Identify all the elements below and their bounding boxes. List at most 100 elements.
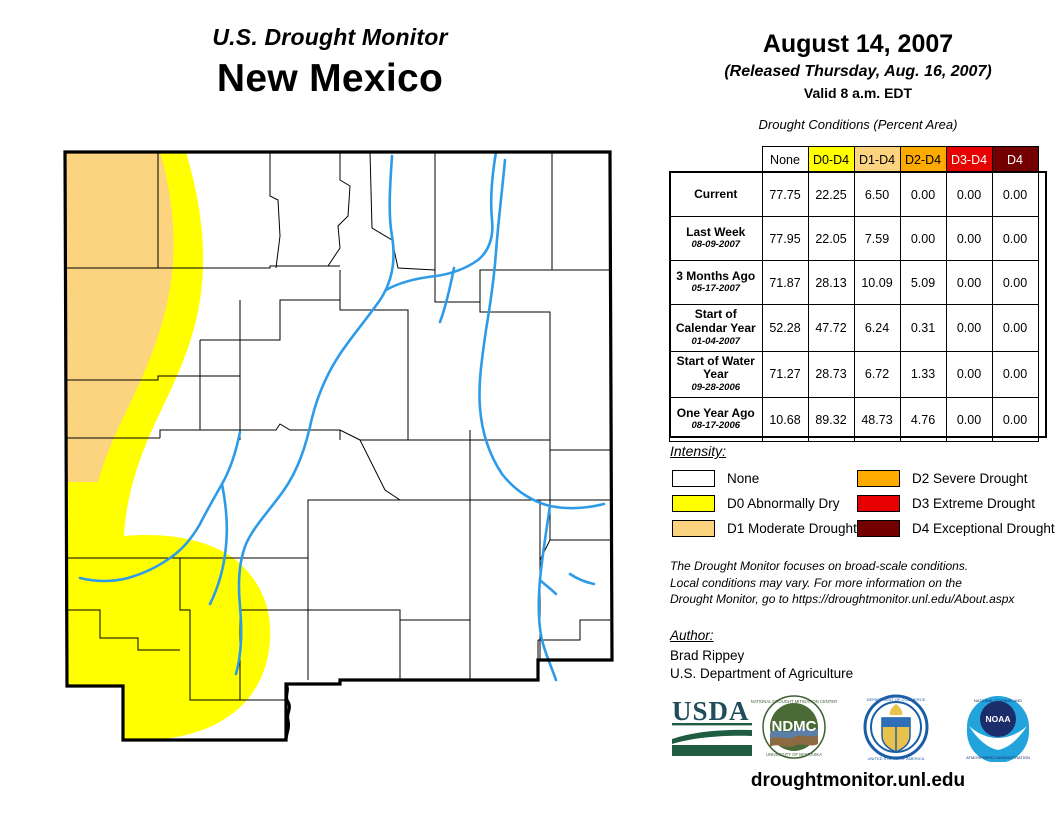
- row-label-date: 01-04-2007: [691, 335, 741, 347]
- cell-d3d4: 0.00: [945, 397, 993, 443]
- cell-d1d4: 6.24: [853, 304, 901, 352]
- cell-d2d4: 1.33: [899, 350, 947, 399]
- table-corner-cell: [670, 147, 763, 173]
- cell-d2d4: 0.00: [899, 172, 947, 217]
- date-block: August 14, 2007 (Released Thursday, Aug.…: [660, 30, 1056, 101]
- disclaimer-line-1: The Drought Monitor focuses on broad-sca…: [670, 559, 969, 573]
- cell-d1d4: 6.50: [853, 172, 901, 217]
- cell-none: 52.28: [761, 304, 809, 352]
- report-date: August 14, 2007: [762, 30, 954, 58]
- svg-text:NATIONAL DROUGHT MITIGATION CE: NATIONAL DROUGHT MITIGATION CENTER: [751, 699, 837, 704]
- cell-none: 77.95: [761, 216, 809, 261]
- ndmc-logo[interactable]: NDMC NATIONAL DROUGHT MITIGATION CENTER …: [751, 695, 837, 759]
- usda-logo[interactable]: USDA: [672, 696, 752, 756]
- map-panel: U.S. Drought Monitor New Mexico: [0, 24, 660, 760]
- svg-text:NOAA: NOAA: [985, 714, 1010, 724]
- cell-none: 71.87: [761, 260, 809, 305]
- cell-d4: 0.00: [991, 260, 1039, 305]
- legend-swatch-d3: [857, 495, 900, 512]
- cell-none: 10.68: [761, 397, 809, 443]
- website-url[interactable]: droughtmonitor.unl.edu: [750, 770, 966, 791]
- table-row: Start of Water Year 09-28-2006 71.27 28.…: [669, 350, 1039, 399]
- map-title-block: U.S. Drought Monitor New Mexico: [0, 24, 660, 101]
- cell-d0d4: 22.05: [807, 216, 855, 261]
- cell-d1d4: 10.09: [853, 260, 901, 305]
- cell-d2d4: 5.09: [899, 260, 947, 305]
- legend-swatch-none: [672, 470, 715, 487]
- svg-text:USDA: USDA: [672, 696, 750, 726]
- legend-item-d1: D1 Moderate Drought: [672, 520, 857, 537]
- legend-swatch-d4: [857, 520, 900, 537]
- table-body: Current 77.75 22.25 6.50 0.00 0.00 0.00 …: [669, 172, 1039, 443]
- legend-label-d4: D4 Exceptional Drought: [912, 521, 1055, 536]
- cell-d2d4: 0.00: [899, 216, 947, 261]
- bootheel-detail: [284, 683, 291, 741]
- cell-d4: 0.00: [991, 397, 1039, 443]
- logo-row: USDA NDMC NATIONAL DROUGHT MITIGATION CE…: [672, 694, 1030, 762]
- info-panel: August 14, 2007 (Released Thursday, Aug.…: [660, 0, 1056, 816]
- author-organization: U.S. Department of Agriculture: [670, 666, 854, 681]
- cell-d3d4: 0.00: [945, 172, 993, 217]
- legend-swatch-d0: [672, 495, 715, 512]
- column-header-d2-d4: D2-D4: [899, 146, 947, 173]
- cell-d0d4: 22.25: [807, 172, 855, 217]
- row-label-one-year-ago: One Year Ago 08-17-2006: [669, 397, 763, 443]
- table-row: Current 77.75 22.25 6.50 0.00 0.00 0.00: [669, 172, 1039, 217]
- cell-d4: 0.00: [991, 216, 1039, 261]
- column-header-d4: D4: [991, 146, 1039, 173]
- new-mexico-drought-map[interactable]: [40, 140, 620, 760]
- cell-d1d4: 48.73: [853, 397, 901, 443]
- legend-item-d4: D4 Exceptional Drought: [857, 520, 1055, 537]
- row-label-text: One Year Ago: [676, 405, 755, 420]
- cell-d0d4: 28.13: [807, 260, 855, 305]
- legend-heading: Intensity:: [670, 443, 727, 459]
- row-label-last-week: Last Week 08-09-2007: [669, 216, 763, 261]
- cell-d3d4: 0.00: [945, 350, 993, 399]
- cell-d2d4: 4.76: [899, 397, 947, 443]
- row-label-current: Current: [669, 172, 763, 217]
- svg-text:UNITED STATES OF AMERICA: UNITED STATES OF AMERICA: [868, 756, 925, 761]
- usdc-logo[interactable]: DEPARTMENT OF COMMERCE UNITED STATES OF …: [863, 694, 929, 761]
- state-outline: [63, 150, 614, 742]
- svg-text:ATMOSPHERIC ADMINISTRATION: ATMOSPHERIC ADMINISTRATION: [966, 755, 1030, 760]
- row-label-date: 08-17-2006: [691, 420, 741, 432]
- legend-item-none: None: [672, 470, 759, 487]
- cell-d3d4: 0.00: [945, 304, 993, 352]
- cell-d0d4: 47.72: [807, 304, 855, 352]
- disclaimer-line-2: Local conditions may vary. For more info…: [670, 575, 962, 590]
- table-row: 3 Months Ago 05-17-2007 71.87 28.13 10.0…: [669, 260, 1039, 305]
- row-label-text: 3 Months Ago: [676, 268, 756, 283]
- table-header-row: None D0-D4 D1-D4 D2-D4 D3-D4 D4: [670, 146, 1039, 173]
- cell-d4: 0.00: [991, 172, 1039, 217]
- region-d1-moderate-drought: [65, 152, 174, 482]
- cell-d3d4: 0.00: [945, 216, 993, 261]
- cell-d0d4: 28.73: [807, 350, 855, 399]
- release-date: (Released Thursday, Aug. 16, 2007): [724, 63, 992, 80]
- cell-d2d4: 0.31: [899, 304, 947, 352]
- table-row: Start of Calendar Year 01-04-2007 52.28 …: [669, 304, 1039, 352]
- cell-d1d4: 7.59: [853, 216, 901, 261]
- cell-d0d4: 89.32: [807, 397, 855, 443]
- disclaimer-line-3[interactable]: Drought Monitor, go to https://droughtmo…: [670, 592, 1015, 607]
- legend-item-d3: D3 Extreme Drought: [857, 495, 1035, 512]
- legend-swatch-d1: [672, 520, 715, 537]
- cell-none: 71.27: [761, 350, 809, 399]
- legend-swatch-d2: [857, 470, 900, 487]
- author-name: Brad Rippey: [670, 648, 745, 663]
- noaa-logo[interactable]: NOAA NATIONAL OCEANIC AND ATMOSPHERIC AD…: [966, 696, 1030, 762]
- county-lines: [65, 151, 610, 701]
- valid-time: Valid 8 a.m. EDT: [803, 85, 913, 101]
- row-label-date: 05-17-2007: [691, 283, 741, 295]
- cell-none: 77.75: [761, 172, 809, 217]
- legend-label-d0: D0 Abnormally Dry: [727, 496, 840, 511]
- legend-item-d0: D0 Abnormally Dry: [672, 495, 840, 512]
- table-caption: Drought Conditions (Percent Area): [758, 117, 958, 132]
- column-header-d1-d4: D1-D4: [853, 146, 901, 173]
- table-row: Last Week 08-09-2007 77.95 22.05 7.59 0.…: [669, 216, 1039, 261]
- cell-d4: 0.00: [991, 350, 1039, 399]
- row-label-text: Last Week: [686, 224, 746, 239]
- cell-d4: 0.00: [991, 304, 1039, 352]
- row-label-start-of-water-year: Start of Water Year 09-28-2006: [669, 350, 763, 399]
- column-header-d0-d4: D0-D4: [807, 146, 855, 173]
- row-label-start-of-calendar-year: Start of Calendar Year 01-04-2007: [669, 304, 763, 352]
